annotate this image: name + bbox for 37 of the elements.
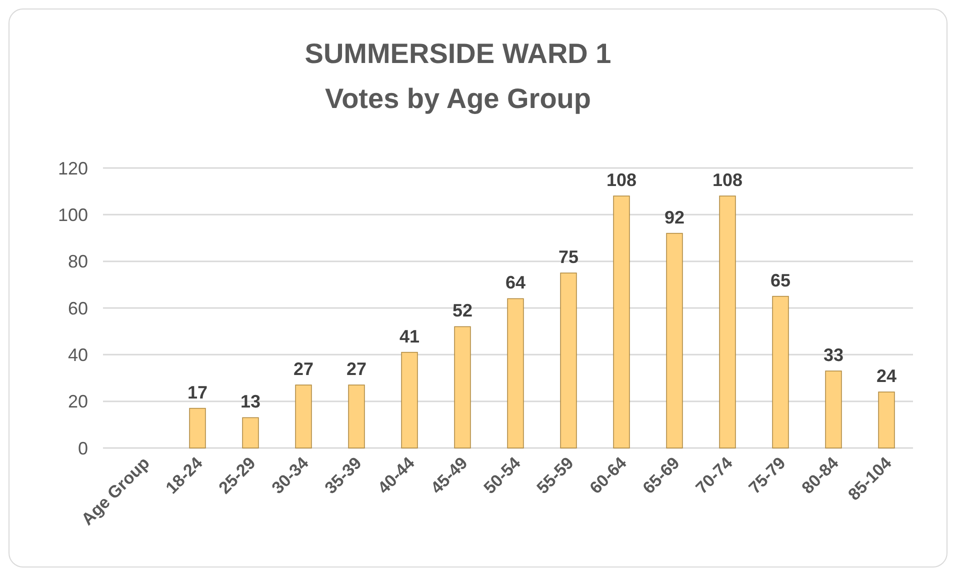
y-tick-label: 40 [68,344,88,365]
data-label: 52 [452,300,473,321]
data-label: 65 [770,270,791,290]
y-tick-label: 60 [68,298,88,318]
data-label: 27 [346,359,367,379]
y-tick-label: 80 [68,252,88,272]
bar [613,196,630,448]
chart-subtitle: Votes by Age Group [324,83,592,114]
bar [454,326,471,448]
bar [189,408,206,448]
data-label: 33 [823,345,844,365]
bar [507,298,524,448]
bar [825,370,842,448]
data-label: 64 [505,272,526,293]
bar [348,384,365,448]
y-tick-label: 20 [68,392,88,412]
bar [719,196,736,448]
data-label: 27 [293,359,314,379]
bar [401,352,418,448]
data-label: 41 [399,326,420,346]
data-label: 108 [606,170,637,190]
data-label: 24 [876,366,897,386]
data-label: 75 [558,247,579,267]
bar [878,392,895,448]
data-label: 17 [187,382,208,402]
y-tick-label: 120 [58,158,88,178]
bar [666,232,683,448]
data-label: 92 [664,207,685,228]
y-tick-label: 100 [58,204,88,225]
bar [295,384,312,448]
y-tick-label: 0 [78,438,88,458]
bar [560,272,577,448]
data-label: 13 [240,392,261,412]
chart-title: SUMMERSIDE WARD 1 [304,38,612,69]
bar [242,417,259,448]
data-label: 108 [712,170,743,190]
bar [772,296,789,448]
